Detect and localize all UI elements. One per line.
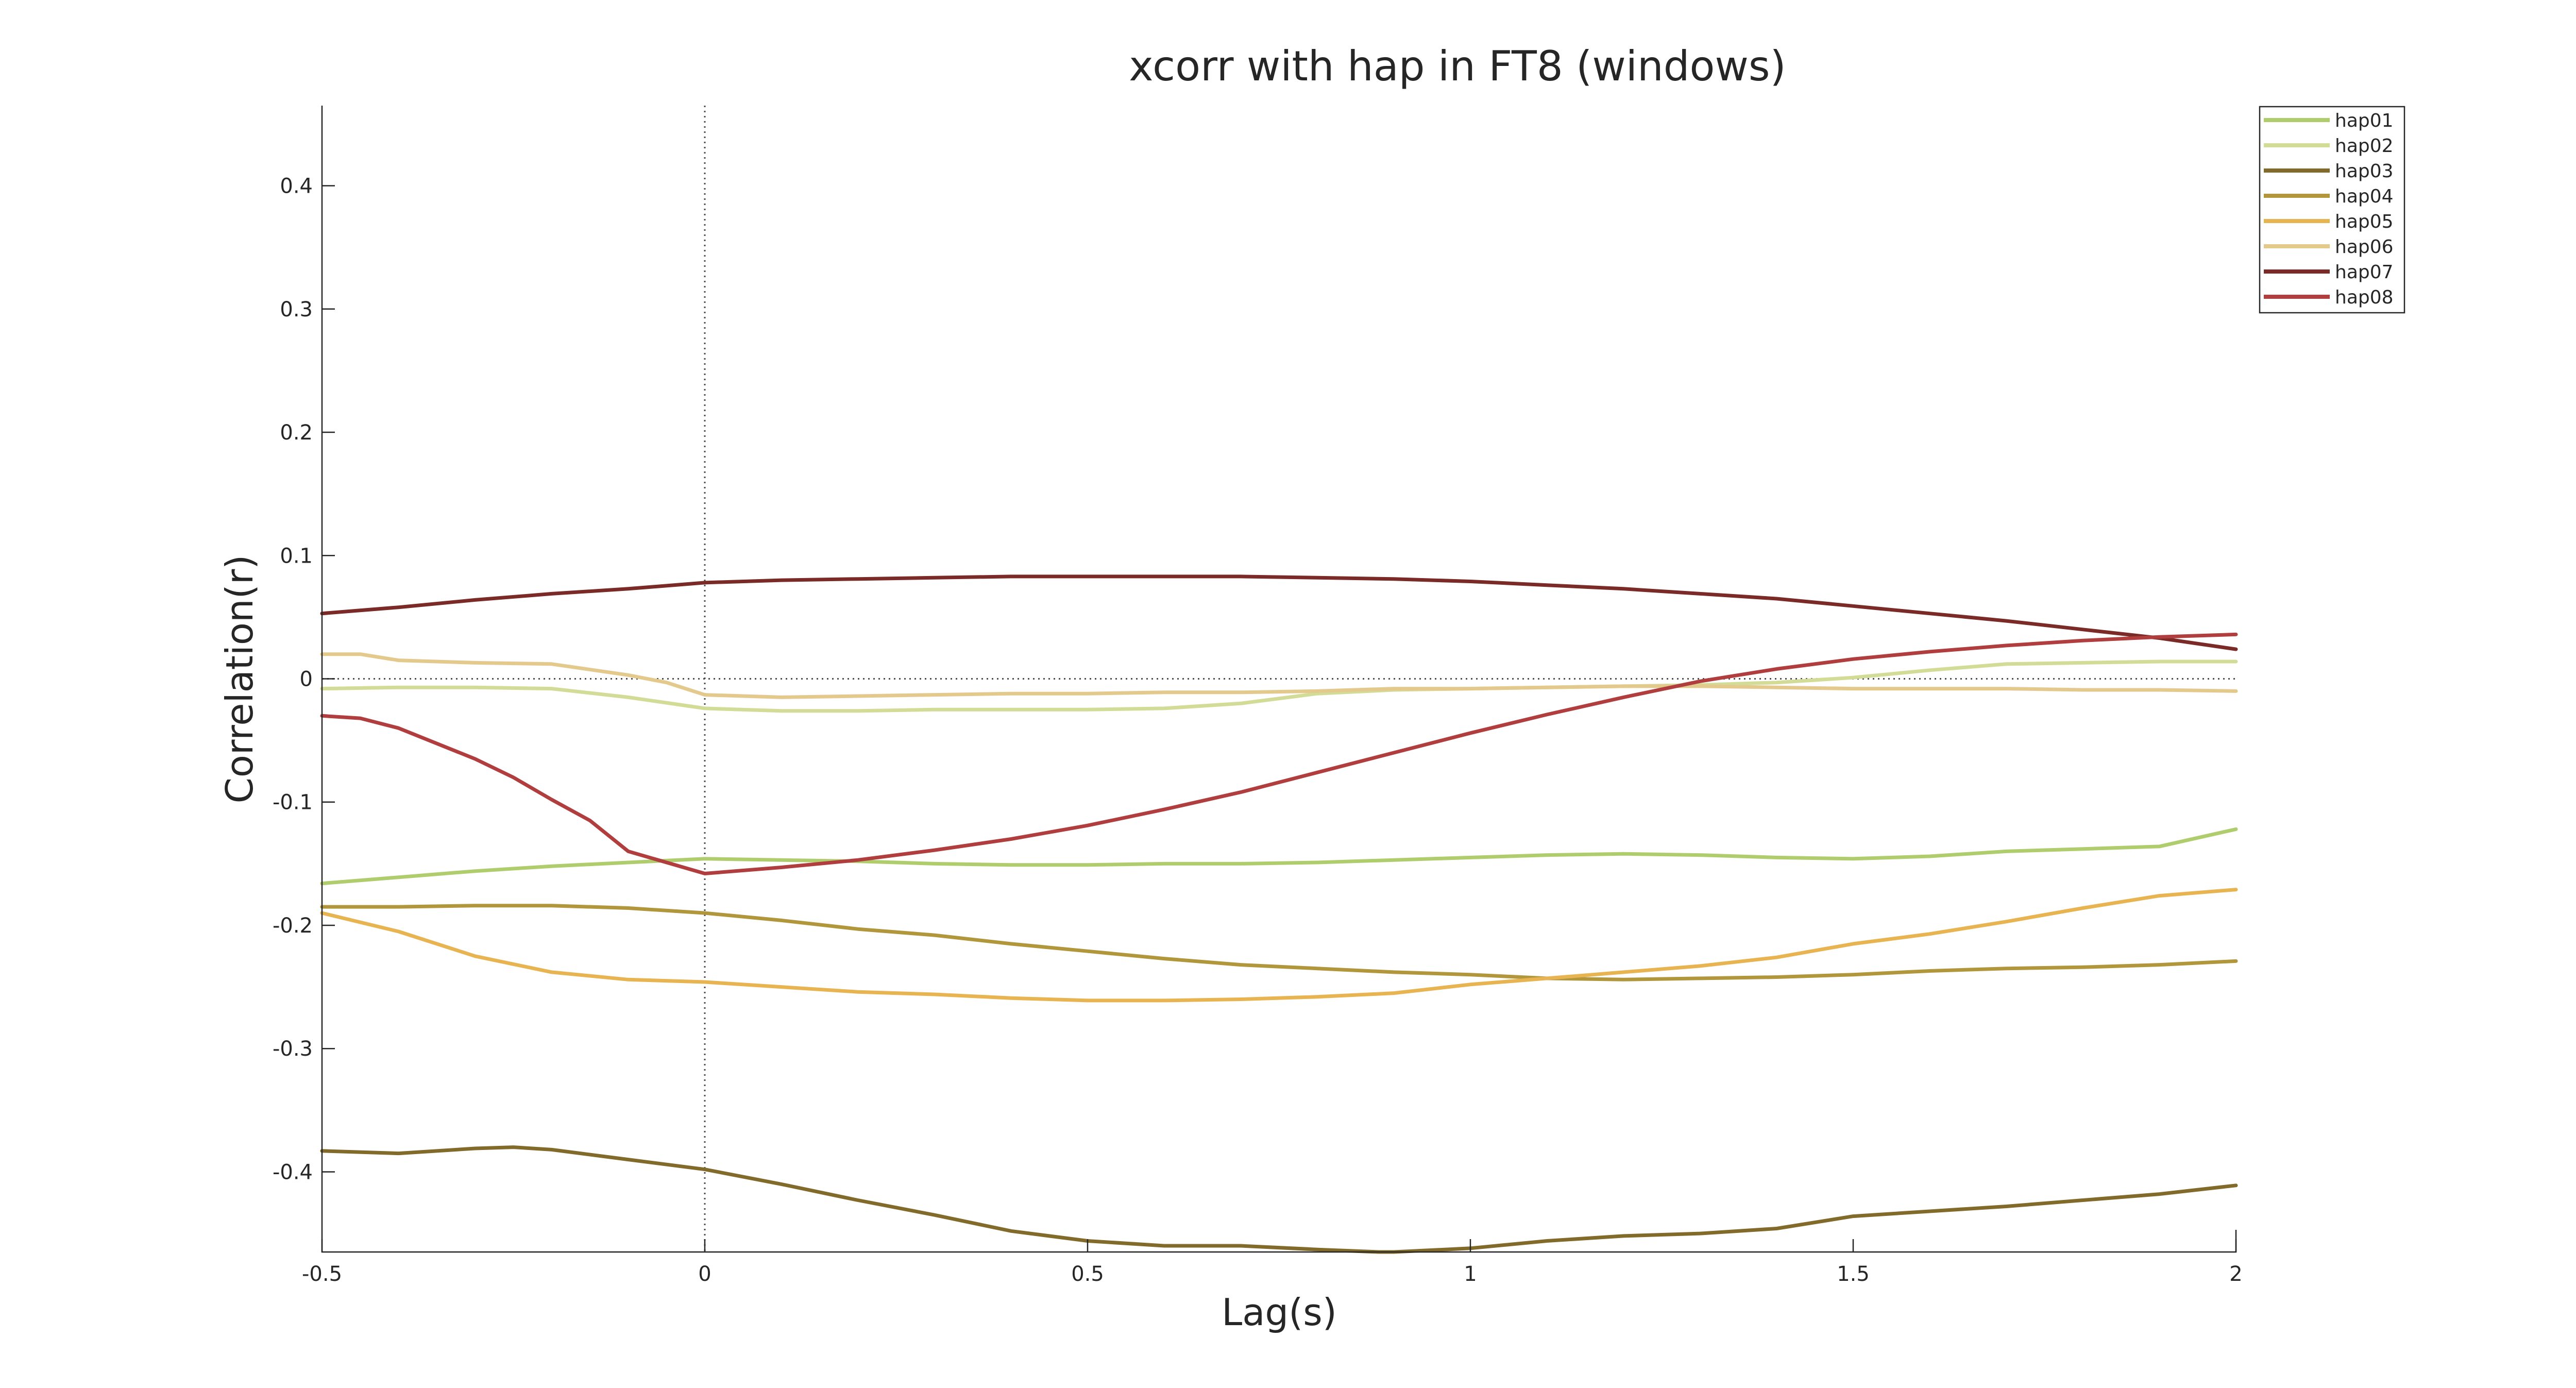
legend-label-hap07: hap07 <box>2335 262 2394 283</box>
y-tick-label: 0.1 <box>280 544 313 568</box>
y-tick-label: 0.3 <box>280 298 313 321</box>
series-line-hap04[interactable] <box>320 904 2238 981</box>
x-tick-label: 0.5 <box>1071 1262 1104 1286</box>
legend-label-hap08: hap08 <box>2335 287 2394 308</box>
chart-title: xcorr with hap in FT8 (windows) <box>1129 42 1786 90</box>
y-axis: -0.4 -0.3 -0.2 -0.1 0 0.1 0.2 0.3 0.4 <box>273 175 335 1184</box>
y-tick-label: -0.1 <box>273 791 313 815</box>
y-axis-label: Correlation(r) <box>218 555 261 804</box>
x-tick-label: 1.5 <box>1837 1262 1870 1286</box>
y-tick-label: -0.3 <box>273 1037 313 1061</box>
legend-label-hap06: hap06 <box>2335 236 2394 258</box>
x-axis-label: Lag(s) <box>1222 1291 1337 1334</box>
series-line-hap05[interactable] <box>320 888 2238 1003</box>
y-tick-label: -0.2 <box>273 914 313 938</box>
legend-label-hap05: hap05 <box>2335 211 2394 232</box>
series-line-hap08[interactable] <box>320 632 2238 875</box>
legend[interactable]: hap01 hap02 hap03 hap04 hap05 hap06 hap07 hap08 <box>2259 106 2405 314</box>
y-tick-label: -0.4 <box>273 1160 313 1184</box>
x-tick-label: 1 <box>1464 1262 1477 1286</box>
series-layer <box>320 574 2238 1254</box>
legend-label-hap02: hap02 <box>2335 136 2394 157</box>
y-tick-label: 0.4 <box>280 175 313 198</box>
legend-box <box>2259 106 2405 314</box>
series-line-hap06[interactable] <box>320 652 2238 699</box>
y-tick-label: 0 <box>300 668 313 691</box>
series-line-hap02[interactable] <box>320 659 2238 713</box>
x-axis: -0.5 0 0.5 1 1.5 2 <box>302 1239 2243 1286</box>
reference-lines <box>322 106 2236 1252</box>
series-line-hap03[interactable] <box>320 1145 2238 1254</box>
x-tick-label: 0 <box>698 1262 711 1286</box>
legend-label-hap01: hap01 <box>2335 110 2394 131</box>
x-tick-label: 2 <box>2229 1262 2242 1286</box>
y-tick-label: 0.2 <box>280 421 313 445</box>
series-line-hap07[interactable] <box>320 574 2238 651</box>
legend-label-hap04: hap04 <box>2335 186 2394 207</box>
series-line-hap01[interactable] <box>320 827 2238 886</box>
x-tick-label: -0.5 <box>302 1262 342 1286</box>
legend-label-hap03: hap03 <box>2335 161 2394 182</box>
